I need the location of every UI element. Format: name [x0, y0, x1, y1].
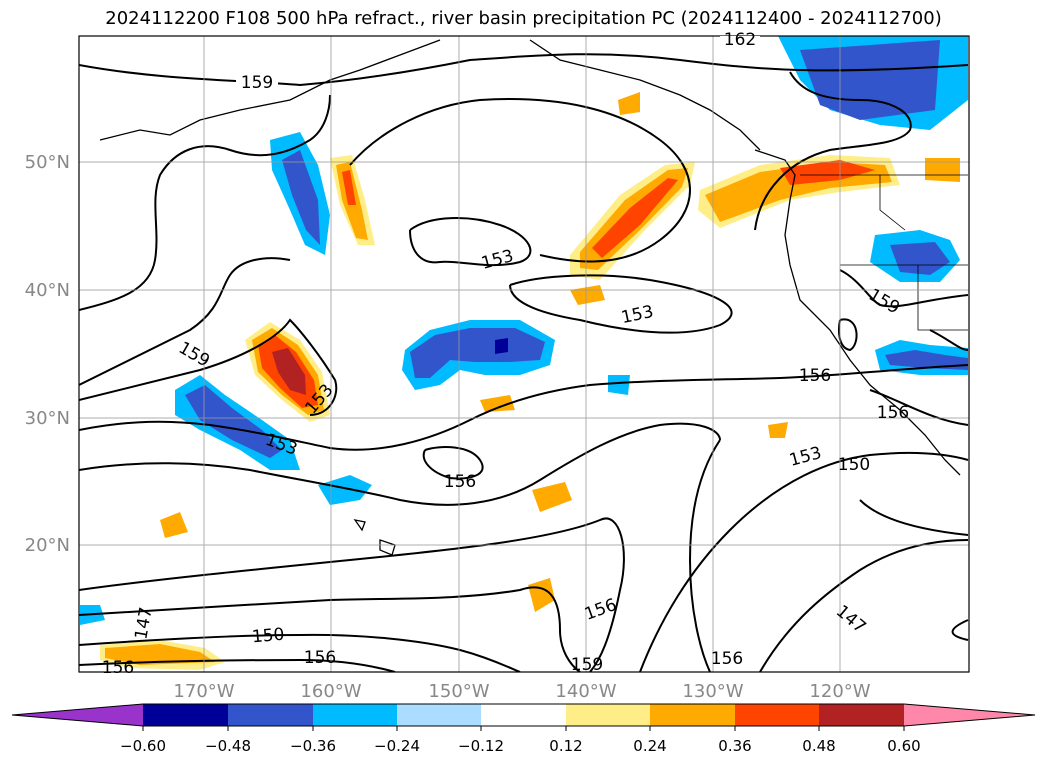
map-frame: [78, 35, 970, 673]
colorbar-segment: [228, 704, 313, 726]
graticule: [79, 36, 969, 672]
precip-shading: [80, 36, 968, 670]
lat-label: 40°N: [25, 280, 70, 301]
colorbar-segment: [313, 704, 397, 726]
contour-label: 156: [102, 658, 134, 678]
contour-label: 153: [787, 443, 824, 471]
colorbar-tick-label: −0.24: [374, 737, 420, 755]
contour-label: 147: [832, 601, 870, 637]
colorbar-segment: [481, 704, 566, 726]
contour-label: 156: [799, 366, 831, 386]
colorbar-segment: [819, 704, 904, 726]
contour-label: 153: [479, 246, 516, 274]
contour-label: 156: [711, 649, 743, 669]
contour-label: 156: [444, 472, 476, 492]
lon-label: 140°W: [555, 681, 616, 702]
coastlines: [99, 39, 961, 556]
lat-label: 30°N: [25, 408, 70, 429]
colorbar-tick-label: 0.24: [633, 737, 666, 755]
lon-label: 130°W: [682, 681, 743, 702]
contour-label: 150: [838, 455, 870, 475]
contour-label: 159: [241, 73, 273, 93]
borders: [800, 174, 968, 331]
contour-label: 159: [571, 655, 603, 675]
colorbar-tick-label: 0.12: [549, 737, 582, 755]
lat-label: 50°N: [25, 152, 70, 173]
lon-label: 170°W: [173, 681, 234, 702]
contour-label: 156: [304, 648, 336, 668]
colorbar-tick-label: −0.12: [458, 737, 504, 755]
colorbar-segment: [397, 704, 481, 726]
colorbar-tick-label: −0.48: [205, 737, 251, 755]
colorbar: −0.60 −0.48 −0.36 −0.24 −0.12 0.12 0.24 …: [11, 703, 1036, 755]
lat-label: 20°N: [25, 535, 70, 556]
longitude-labels: 170°W 160°W 150°W 140°W 130°W 120°W: [173, 681, 870, 702]
colorbar-tick-label: 0.48: [802, 737, 835, 755]
contour-label: 147: [131, 606, 156, 641]
colorbar-segment: [143, 704, 228, 726]
lon-label: 160°W: [300, 681, 361, 702]
contour-label: 153: [619, 302, 655, 328]
colorbar-segment: [566, 704, 650, 726]
colorbar-segment: [650, 704, 735, 726]
latitude-labels: 50°N 40°N 30°N 20°N: [25, 152, 70, 556]
map-title: 2024112200 F108 500 hPa refract., river …: [105, 8, 942, 29]
contour-label: 150: [251, 625, 285, 648]
colorbar-tick-label: 0.36: [718, 737, 751, 755]
colorbar-extend-high: [904, 704, 1035, 726]
contour-label: 156: [877, 403, 909, 423]
colorbar-tick-label: 0.60: [887, 737, 920, 755]
colorbar-tick-label: −0.60: [120, 737, 166, 755]
lon-label: 150°W: [428, 681, 489, 702]
contour-label: 159: [175, 338, 213, 372]
height-contours: [79, 53, 969, 672]
lon-label: 120°W: [809, 681, 870, 702]
colorbar-extend-low: [12, 704, 143, 726]
colorbar-tick-label: −0.36: [290, 737, 336, 755]
contour-label: 162: [724, 30, 756, 50]
colorbar-segment: [735, 704, 819, 726]
